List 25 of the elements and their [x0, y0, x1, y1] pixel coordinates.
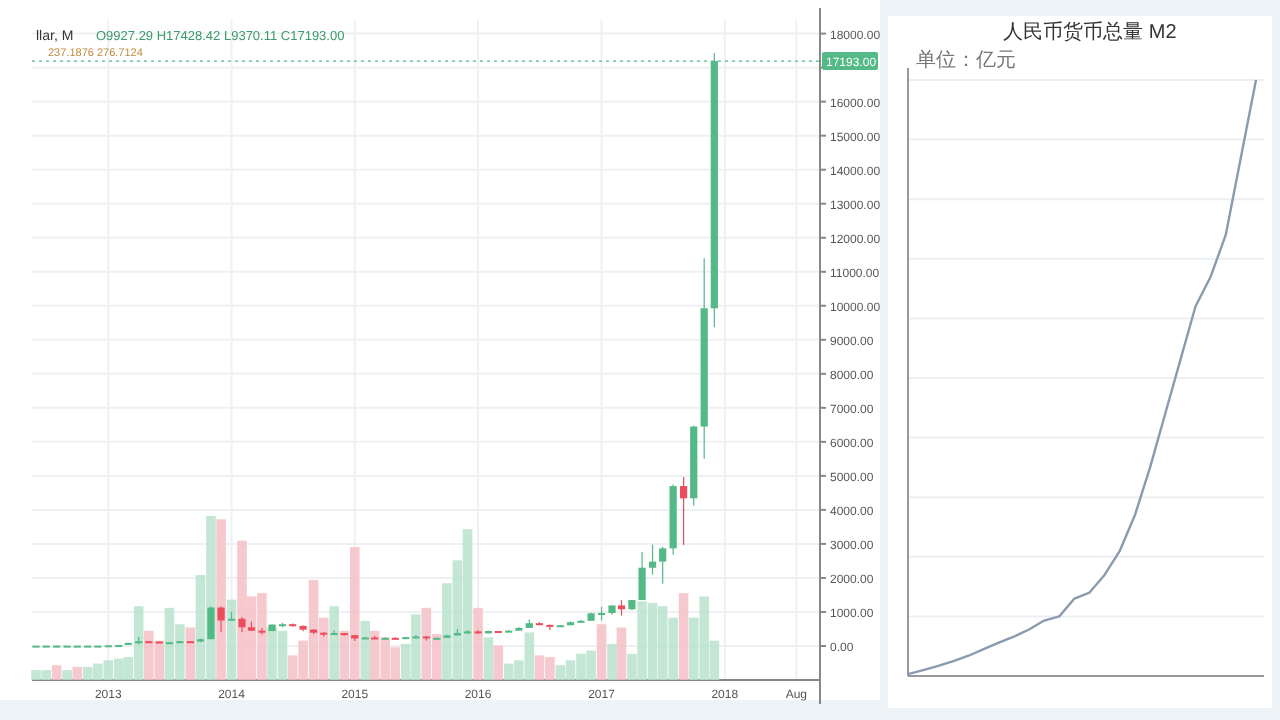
bar	[678, 593, 689, 680]
chart-title: 人民币货币总量 M2	[1003, 20, 1178, 44]
candlestick	[648, 544, 657, 576]
candlestick	[474, 629, 482, 635]
bar	[483, 637, 494, 680]
bar	[226, 599, 237, 680]
bar	[51, 665, 62, 680]
bar	[72, 666, 83, 680]
bar	[607, 643, 617, 680]
bar	[616, 627, 627, 680]
bar	[596, 624, 607, 680]
bar	[216, 519, 226, 680]
bar	[360, 620, 371, 680]
chart-subtitle: 单位：亿元	[916, 48, 1016, 72]
candlestick	[659, 546, 667, 585]
bar	[493, 645, 504, 680]
candlestick	[217, 605, 225, 633]
bar	[329, 606, 339, 680]
candlestick	[680, 476, 688, 546]
candlestick	[638, 551, 646, 601]
candlestick	[258, 627, 266, 636]
candlestick	[207, 605, 215, 640]
bar	[185, 627, 196, 680]
bar	[62, 670, 72, 680]
bar	[473, 607, 483, 680]
